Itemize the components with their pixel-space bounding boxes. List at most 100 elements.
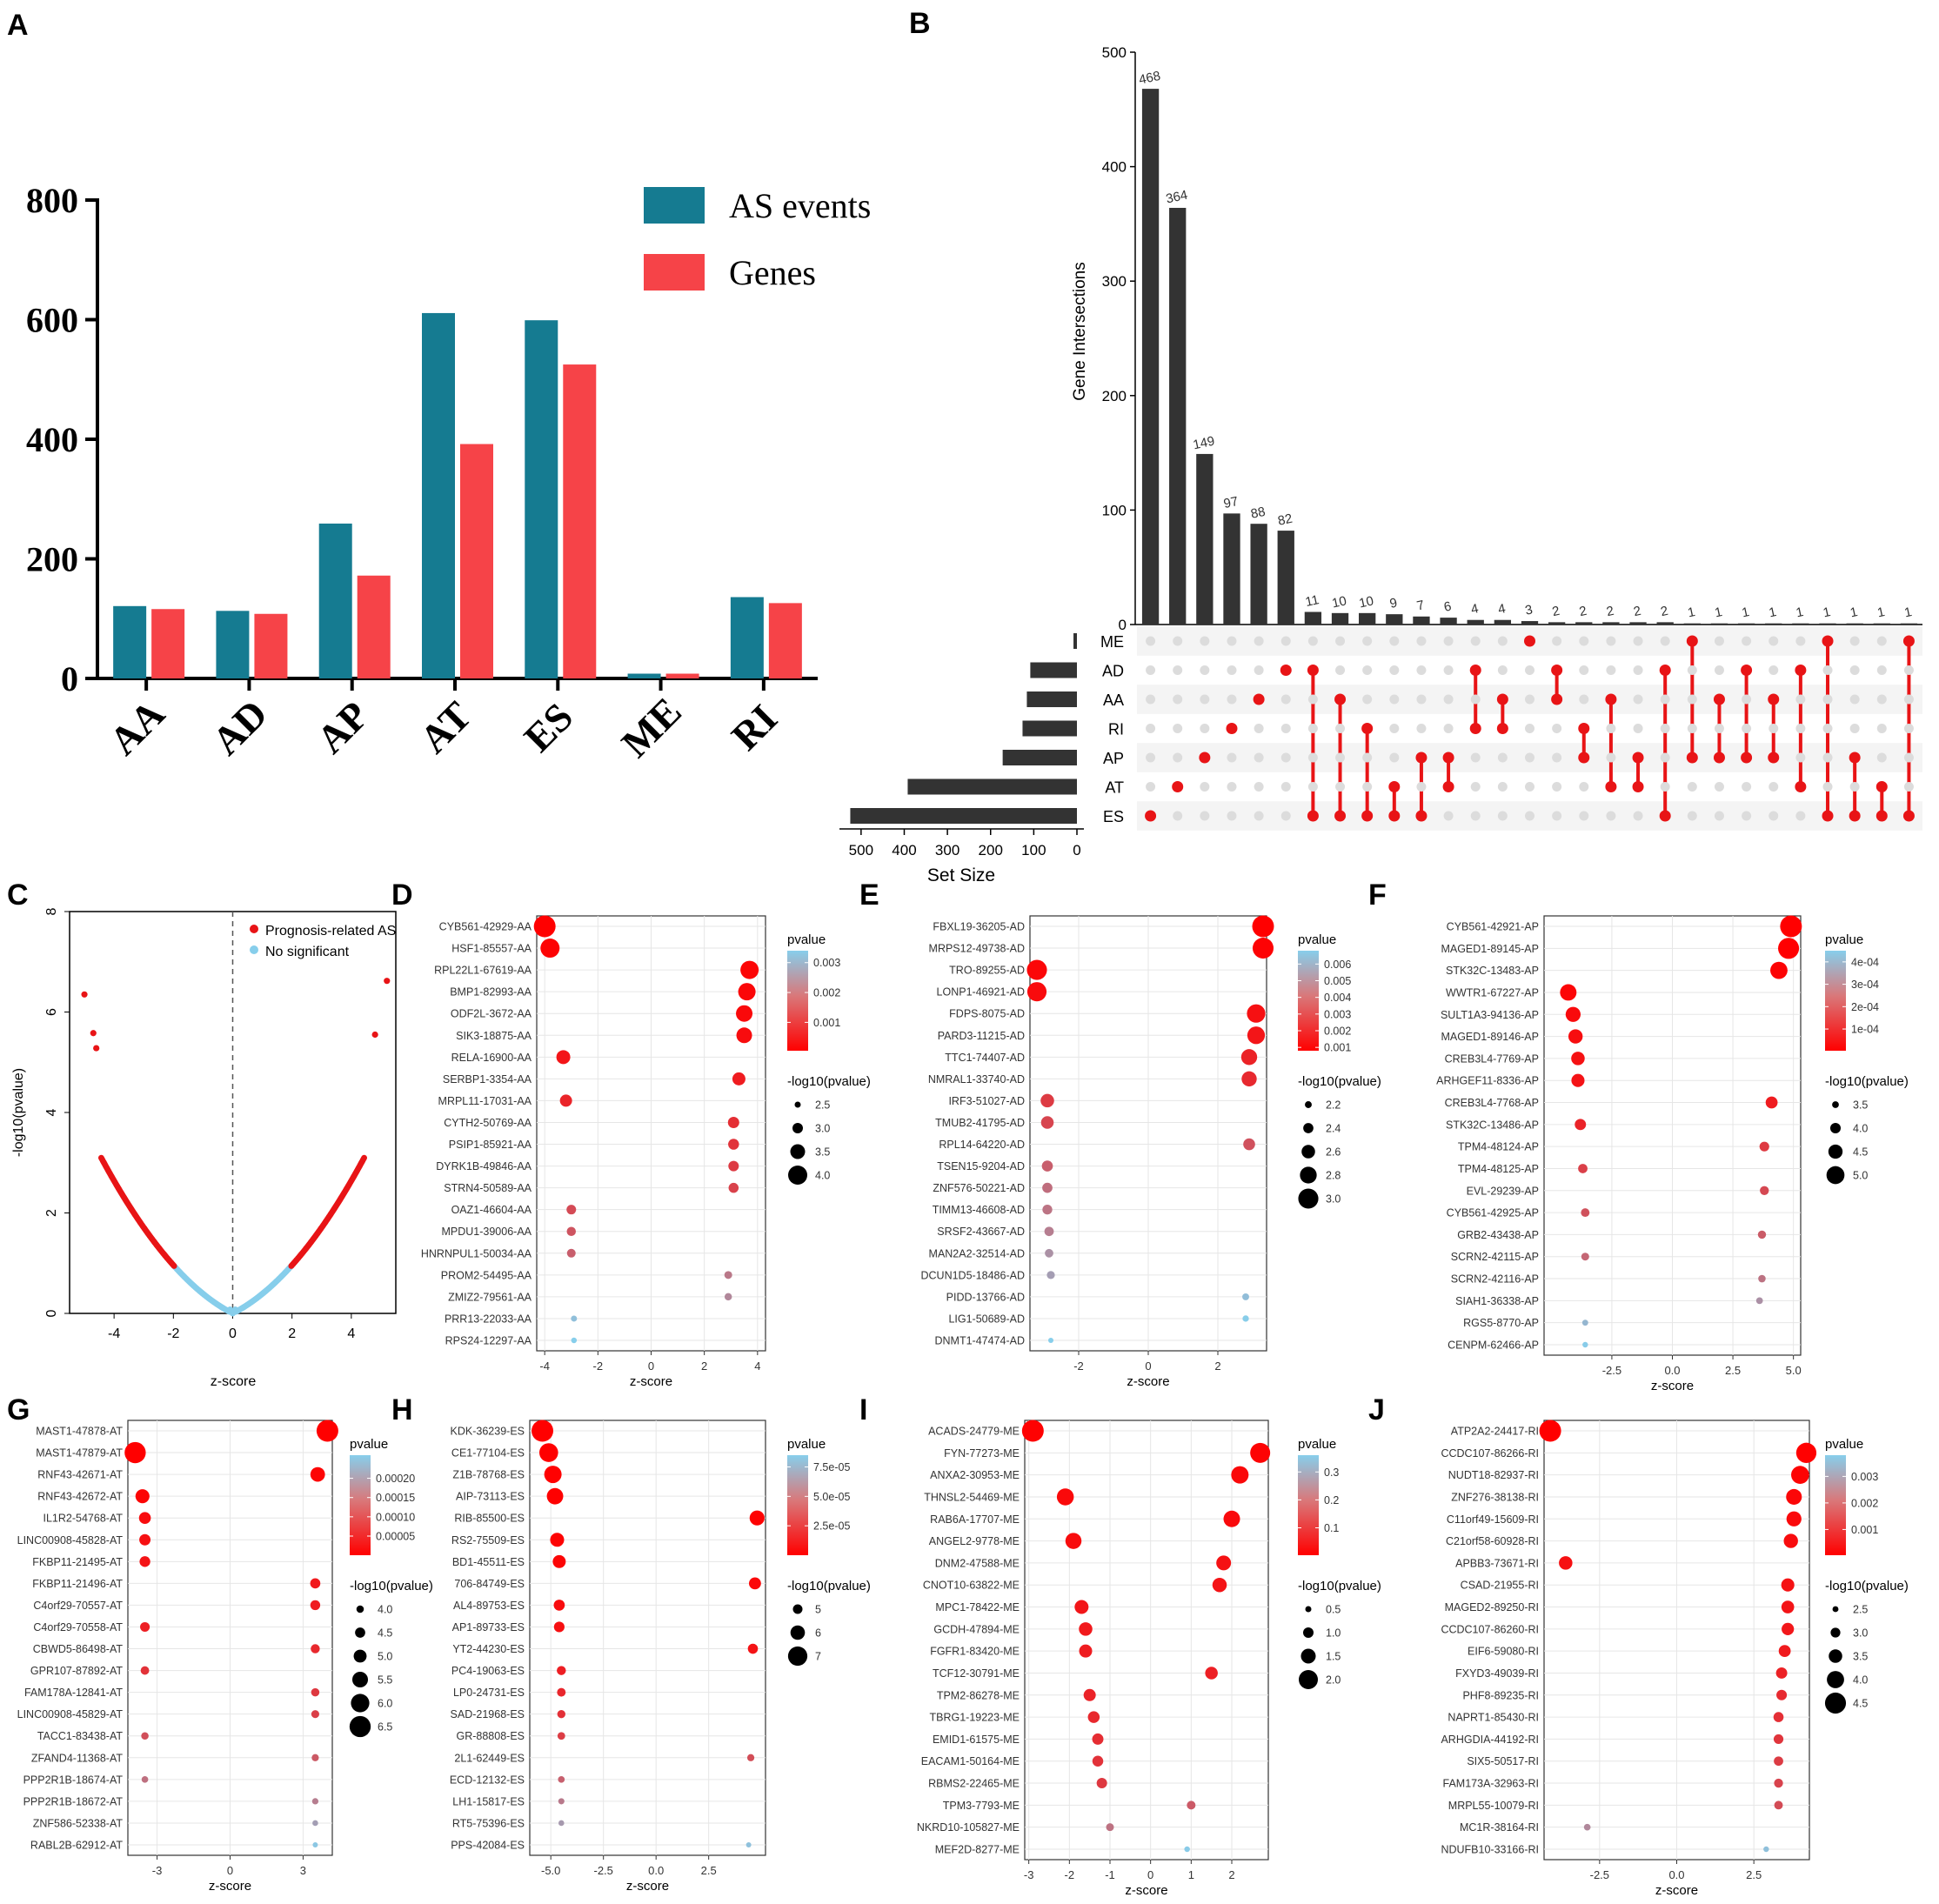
matrix-dot-inactive — [1552, 636, 1562, 646]
gene-label: DNM2-47588-ME — [935, 1557, 1020, 1569]
intersection-bar — [1846, 623, 1863, 625]
gene-label: THNSL2-54469-ME — [924, 1491, 1020, 1503]
matrix-dot-inactive — [1606, 752, 1616, 763]
set-size-bar-aa — [1026, 691, 1077, 707]
set-size-bar-ri — [1022, 720, 1077, 737]
matrix-dot-inactive — [1416, 782, 1427, 792]
panel-d-size-legend-dot — [790, 1144, 806, 1159]
matrix-dot-inactive — [1280, 636, 1291, 646]
panel-b-y-tick-label: 100 — [1102, 502, 1127, 518]
panel-h-frame — [529, 1420, 766, 1856]
matrix-dot-inactive — [1307, 752, 1318, 763]
matrix-dot-active — [1849, 810, 1861, 822]
gene-label: EIF6-59080-RI — [1468, 1646, 1539, 1658]
panel-a-y-tick-label: 800 — [26, 181, 78, 220]
matrix-dot-inactive — [1146, 752, 1156, 763]
intersection-value-label: 1 — [1741, 605, 1751, 620]
panel-g-color-tick-label: 0.00005 — [376, 1530, 415, 1542]
panel-h-x-tick-label: 0.0 — [648, 1864, 664, 1877]
gene-dot — [1106, 1823, 1114, 1832]
matrix-dot-inactive — [1606, 724, 1616, 733]
intersection-bar — [1575, 622, 1593, 625]
gene-label: DNMT1-47474-AD — [934, 1335, 1025, 1347]
panel-d-color-tick-label: 0.001 — [813, 1017, 840, 1029]
panel-f-color-legend-title: pvalue — [1825, 932, 1863, 947]
panel-i-size-legend-dot — [1299, 1670, 1318, 1689]
matrix-dot-inactive — [1660, 782, 1670, 792]
matrix-dot-active — [1605, 781, 1617, 792]
panel-a-y-tick-label: 0 — [61, 659, 78, 698]
matrix-dot-inactive — [1470, 752, 1481, 763]
gene-label: TBRG1-19223-ME — [929, 1712, 1020, 1724]
gene-dot — [736, 1005, 753, 1022]
panel-h-x-axis-title: z-score — [626, 1879, 669, 1894]
matrix-dot-inactive — [1769, 636, 1779, 646]
intersection-value-label: 10 — [1331, 593, 1348, 611]
matrix-dot-active — [1632, 781, 1644, 792]
matrix-dot-inactive — [1470, 811, 1481, 821]
panel-g-color-tick-label: 0.00020 — [376, 1473, 415, 1485]
gene-dot — [310, 1578, 321, 1589]
bar-as-events-es — [525, 320, 558, 678]
gene-dot — [1040, 1116, 1054, 1129]
gene-dot — [139, 1533, 151, 1546]
intersection-bar — [1494, 619, 1512, 625]
panel-c-x-axis-title: z-score — [211, 1374, 257, 1389]
matrix-dot-inactive — [1903, 694, 1914, 705]
panel-f-size-legend-label: 4.0 — [1853, 1123, 1868, 1135]
panel-label-a: A — [7, 9, 29, 42]
matrix-dot-inactive — [1389, 694, 1400, 705]
panel-h-color-tick-label: 2.5e-05 — [813, 1520, 850, 1533]
gene-label: SERBP1-3354-AA — [443, 1073, 532, 1086]
gene-label: LH1-15817-ES — [452, 1795, 525, 1807]
gene-dot — [1231, 1466, 1249, 1484]
gene-label: CREB3L4-7768-AP — [1445, 1097, 1539, 1109]
matrix-dot-active — [1713, 752, 1725, 764]
gene-dot — [1074, 1600, 1089, 1614]
matrix-dot-inactive — [1742, 811, 1752, 821]
matrix-dot-active — [1686, 752, 1698, 764]
matrix-dot-inactive — [1822, 752, 1833, 763]
gene-label: OAZ1-46604-AA — [451, 1204, 532, 1216]
matrix-dot-inactive — [1903, 665, 1914, 675]
gene-dot — [1079, 1644, 1093, 1658]
panel-c-y-tick-label: 4 — [44, 1108, 59, 1116]
gene-label: ZNF576-50221-AD — [933, 1182, 1025, 1194]
gene-dot — [738, 983, 756, 1001]
panel-g-dot-plot: -3 0 3 z-score MAST1-47878-AT MAST1-47879-AT R… — [17, 1420, 433, 1894]
matrix-dot-inactive — [1389, 665, 1400, 675]
gene-dot — [140, 1666, 150, 1675]
intersection-bar — [1169, 207, 1187, 625]
matrix-dot-inactive — [1470, 782, 1481, 792]
panel-g-size-legend-label: 4.0 — [378, 1604, 392, 1616]
gene-dot — [311, 1798, 319, 1805]
gene-label: RT5-75396-ES — [452, 1817, 525, 1829]
matrix-dot-active — [1307, 810, 1319, 822]
panel-i-x-axis-title: z-score — [1125, 1883, 1167, 1898]
matrix-dot-active — [1659, 810, 1671, 822]
gene-dot — [724, 1271, 732, 1279]
intersection-bar — [1521, 621, 1539, 625]
panel-f-dot-plot: -2.5 0.0 2.5 5.0 z-score CYB561-42921-AP MAGED… — [1436, 915, 1909, 1393]
matrix-dot-inactive — [1660, 752, 1670, 763]
gene-dot — [1241, 1071, 1257, 1087]
gene-label: MAST1-47878-AT — [36, 1426, 123, 1438]
matrix-dot-inactive — [1416, 665, 1427, 675]
panel-e-color-tick-label: 0.001 — [1324, 1042, 1351, 1054]
gene-label: RPL22L1-67619-AA — [434, 965, 532, 977]
panel-c-volcano-plot: -4 -2 0 2 4 0 2 4 6 8 Prognosis-related AS No sig… — [11, 907, 397, 1389]
gene-dot — [1781, 1578, 1795, 1592]
gene-dot — [1559, 1556, 1573, 1570]
gene-dot — [1770, 961, 1788, 979]
intersection-value-label: 1 — [1822, 605, 1832, 620]
matrix-dot-inactive — [1795, 752, 1806, 763]
intersection-value-label: 11 — [1304, 592, 1321, 610]
matrix-dot-active — [1578, 752, 1590, 764]
intersection-bar — [1710, 623, 1728, 625]
panel-i-x-tick-label: 0 — [1147, 1868, 1153, 1881]
gene-label: RBMS2-22465-ME — [928, 1778, 1020, 1790]
panel-d-size-legend-label: 2.5 — [815, 1099, 830, 1112]
matrix-dot-inactive — [1822, 724, 1833, 733]
intersection-bar — [1331, 612, 1349, 625]
gene-dot — [1765, 1096, 1778, 1109]
